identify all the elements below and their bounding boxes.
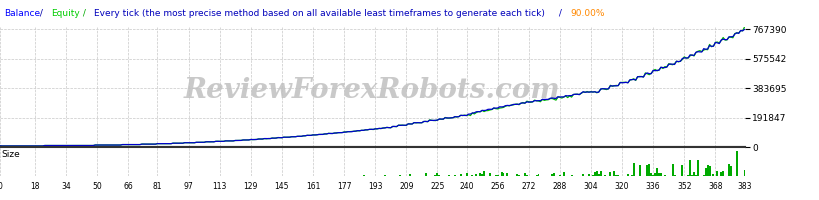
Bar — [562, 172, 564, 176]
Bar — [704, 168, 706, 176]
Bar — [648, 164, 649, 176]
Bar — [663, 175, 665, 176]
Bar — [614, 175, 617, 176]
Bar — [651, 175, 654, 176]
Bar — [692, 172, 695, 176]
Bar — [671, 164, 672, 176]
Bar — [603, 175, 604, 176]
Bar — [716, 171, 717, 176]
Bar — [488, 173, 491, 176]
Bar — [627, 174, 628, 176]
Bar — [502, 173, 504, 176]
Bar — [438, 175, 440, 176]
Bar — [681, 165, 682, 176]
Bar — [645, 165, 648, 176]
Bar — [591, 175, 593, 176]
Text: 90.00%: 90.00% — [569, 9, 604, 18]
Text: /: / — [555, 9, 563, 18]
Bar — [688, 160, 690, 176]
Bar — [654, 173, 655, 176]
Bar — [552, 173, 554, 176]
Text: Balance: Balance — [4, 9, 40, 18]
Bar — [708, 166, 710, 176]
Bar — [496, 175, 498, 176]
Text: ReviewForexRobots.com: ReviewForexRobots.com — [183, 77, 560, 104]
Bar — [617, 175, 618, 176]
Bar — [481, 174, 482, 176]
Bar — [436, 173, 438, 176]
Bar — [500, 172, 502, 176]
Bar — [434, 175, 436, 176]
Bar — [593, 172, 595, 176]
Bar — [630, 175, 632, 176]
Bar — [696, 160, 698, 176]
Bar — [537, 174, 539, 176]
Bar — [735, 151, 737, 176]
Bar — [712, 174, 713, 176]
Bar — [454, 175, 455, 176]
Bar — [550, 174, 552, 176]
Bar — [559, 175, 560, 176]
Bar — [409, 174, 410, 176]
Bar — [581, 174, 583, 176]
Bar — [719, 172, 722, 176]
Bar — [658, 173, 659, 176]
Bar — [459, 174, 461, 176]
Bar — [506, 173, 508, 176]
Bar — [471, 175, 473, 176]
Bar — [535, 175, 537, 176]
Bar — [672, 175, 675, 176]
Bar — [690, 175, 692, 176]
Bar — [638, 165, 640, 176]
Bar — [587, 174, 590, 176]
Text: Every tick (the most precise method based on all available least timeframes to g: Every tick (the most precise method base… — [93, 9, 544, 18]
Bar — [743, 170, 744, 176]
Bar — [570, 175, 572, 176]
Bar — [478, 173, 481, 176]
Bar — [659, 173, 661, 176]
Bar — [729, 166, 731, 176]
Bar — [525, 175, 527, 176]
Bar — [597, 174, 599, 176]
Bar — [695, 175, 696, 176]
Bar — [494, 175, 496, 176]
Bar — [362, 175, 364, 176]
Bar — [613, 171, 614, 176]
Bar — [383, 175, 386, 176]
Bar — [686, 175, 688, 176]
Text: Equity: Equity — [51, 9, 80, 18]
Bar — [632, 163, 634, 176]
Bar — [475, 174, 477, 176]
Bar — [649, 173, 651, 176]
Bar — [722, 171, 723, 176]
Text: /: / — [79, 9, 88, 18]
Bar — [399, 175, 401, 176]
Bar — [447, 175, 450, 176]
Bar — [655, 168, 658, 176]
Bar — [727, 164, 729, 176]
Bar — [706, 165, 708, 176]
Text: /: / — [37, 9, 46, 18]
Text: Size: Size — [2, 150, 20, 159]
Bar — [424, 173, 426, 176]
Bar — [609, 172, 611, 176]
Bar — [515, 174, 518, 176]
Bar — [518, 175, 519, 176]
Bar — [595, 171, 597, 176]
Bar — [482, 171, 485, 176]
Bar — [465, 173, 467, 176]
Bar — [702, 175, 704, 176]
Bar — [599, 171, 601, 176]
Bar — [523, 173, 525, 176]
